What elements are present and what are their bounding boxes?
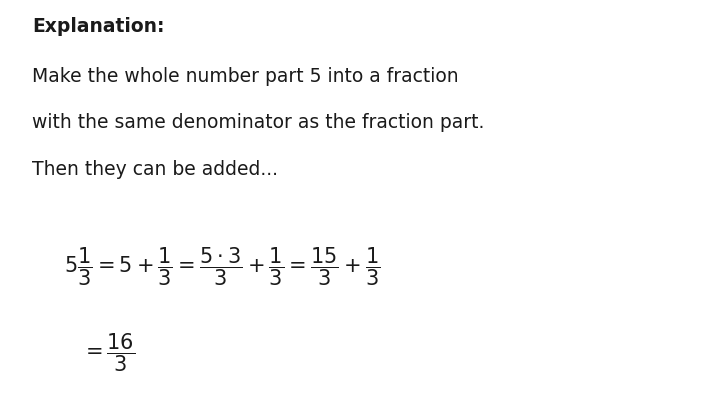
Text: Then they can be added...: Then they can be added... — [32, 160, 278, 178]
Text: Explanation:: Explanation: — [32, 17, 164, 36]
Text: Make the whole number part 5 into a fraction: Make the whole number part 5 into a frac… — [32, 67, 459, 86]
Text: $= \dfrac{16}{3}$: $= \dfrac{16}{3}$ — [81, 331, 136, 374]
Text: with the same denominator as the fraction part.: with the same denominator as the fractio… — [32, 113, 484, 132]
Text: $5\dfrac{1}{3} = 5 + \dfrac{1}{3} = \dfrac{5 \cdot 3}{3} + \dfrac{1}{3} = \dfrac: $5\dfrac{1}{3} = 5 + \dfrac{1}{3} = \dfr… — [64, 245, 380, 288]
